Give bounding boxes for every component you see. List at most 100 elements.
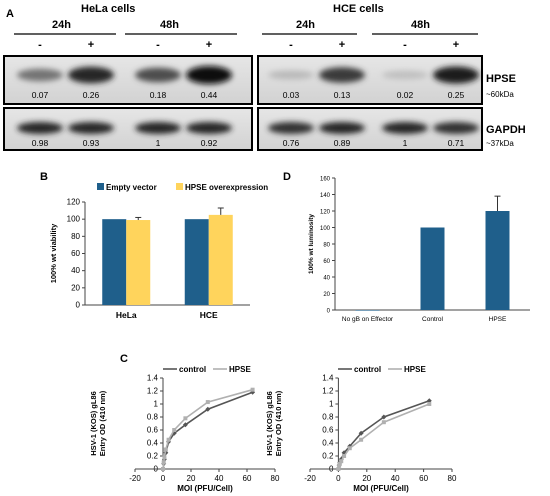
gapdh-band (433, 122, 479, 134)
bar (355, 310, 380, 311)
y-tick-label: 20 (323, 292, 330, 298)
data-point (358, 430, 364, 436)
gapdh-band (382, 122, 428, 134)
lane-sign: + (206, 39, 212, 51)
gapdh-density-value: 0.89 (334, 138, 351, 148)
panel-label-b: B (40, 171, 48, 183)
lane-sign: - (38, 39, 42, 51)
legend-label: control (179, 365, 206, 374)
panel-label-d: D (283, 171, 291, 183)
group-label-hce: HCE cells (333, 3, 384, 15)
chart-d-luminosity: 0 20 40 60 80 100 120 140 160 No gB on Effector Co… (308, 177, 530, 323)
hpse-band (135, 67, 181, 83)
hpse-band (268, 70, 314, 80)
y-tick-label: 100 (320, 226, 331, 232)
x-category-label: HPSE (489, 316, 507, 323)
y-tick-label: 0.4 (147, 439, 159, 448)
chart-b-viability: 0 20 40 60 80 100 120 HeLa HCE 100% wt viability E… (49, 183, 268, 320)
hpse-density-value: 0.07 (32, 90, 49, 100)
x-tick-label: 40 (215, 474, 224, 483)
y-tick-label: 20 (71, 283, 80, 292)
time-label-hce-48h: 48h (411, 19, 430, 31)
data-point (337, 461, 342, 466)
legend-swatch (176, 183, 183, 190)
data-point (359, 437, 364, 442)
lane-sign: + (88, 39, 94, 51)
data-point (163, 447, 168, 452)
legend-label: Empty vector (106, 183, 157, 192)
y-tick-label: 1 (154, 400, 159, 409)
gapdh-density-value: 1 (156, 138, 161, 148)
x-tick-label: 60 (419, 474, 428, 483)
y-tick-label: 1.2 (322, 387, 334, 396)
bar (208, 214, 233, 305)
hpse-density-value: 0.02 (397, 90, 414, 100)
gapdh-density-value: 0.92 (201, 138, 218, 148)
data-point (162, 455, 167, 460)
hpse-band (433, 66, 479, 84)
hpse-density-value: 0.26 (83, 90, 100, 100)
legend-swatch (97, 183, 104, 190)
legend-label: control (354, 365, 381, 374)
gapdh-density-value: 0.71 (448, 138, 465, 148)
x-category-label: Control (422, 316, 444, 323)
lane-sign: + (339, 39, 345, 51)
time-label-hela-48h: 48h (160, 19, 179, 31)
data-point (427, 402, 432, 406)
gapdh-density-value: 0.76 (283, 138, 300, 148)
y-tick-label: 0.4 (322, 439, 334, 448)
y-tick-label: 1 (329, 400, 334, 409)
y-axis-label: HSV-1 (KOS) gL86Entry OD (410 nm) (265, 390, 283, 456)
legend-label: HPSE overexpression (185, 183, 268, 192)
y-tick-label: 100 (67, 215, 81, 224)
time-label-hce-24h: 24h (296, 19, 315, 31)
data-point (182, 422, 188, 428)
hpse-band (68, 66, 114, 84)
data-point (342, 454, 347, 458)
hpse-density-value: 0.44 (201, 90, 218, 100)
x-tick-label: -20 (129, 474, 141, 483)
y-axis-label: 100% wt viability (49, 223, 58, 283)
bar (102, 219, 127, 305)
y-tick-label: 0.8 (147, 413, 159, 422)
y-tick-label: 60 (71, 249, 80, 258)
y-tick-label: 80 (323, 243, 330, 249)
x-tick-label: -20 (304, 474, 316, 483)
panel-label-a: A (6, 8, 14, 20)
data-point (339, 459, 344, 464)
time-label-hela-24h: 24h (52, 19, 71, 31)
hpse-band (186, 66, 232, 84)
series-line (337, 403, 430, 470)
y-tick-label: 160 (320, 177, 331, 183)
x-tick-label: 40 (391, 474, 400, 483)
lane-sign: + (453, 39, 459, 51)
lane-sign: - (156, 39, 160, 51)
gapdh-density-value: 0.98 (32, 138, 49, 148)
gapdh-band (319, 122, 365, 134)
gapdh-band (268, 122, 314, 134)
y-tick-label: 0 (327, 309, 331, 315)
y-tick-label: 120 (67, 198, 81, 207)
gapdh-band (68, 122, 114, 134)
data-point (381, 420, 386, 425)
data-point (336, 467, 341, 471)
gapdh-band (186, 122, 232, 134)
y-tick-label: 0.6 (322, 426, 334, 435)
bar (485, 211, 510, 310)
y-tick-label: 0.2 (147, 452, 159, 461)
hpse-size-label: ~60kDa (486, 90, 514, 99)
data-point (172, 428, 177, 432)
data-point (347, 446, 352, 451)
x-tick-label: 20 (362, 474, 371, 483)
y-tick-label: 0.2 (322, 452, 334, 461)
data-point (381, 414, 387, 420)
hpse-density-value: 0.25 (448, 90, 465, 100)
x-tick-label: 20 (187, 474, 196, 483)
y-tick-label: 1.4 (147, 374, 159, 383)
lane-sign: - (289, 39, 293, 51)
group-label-hela: HeLa cells (81, 3, 135, 15)
data-point (161, 467, 165, 471)
data-point (161, 460, 166, 465)
